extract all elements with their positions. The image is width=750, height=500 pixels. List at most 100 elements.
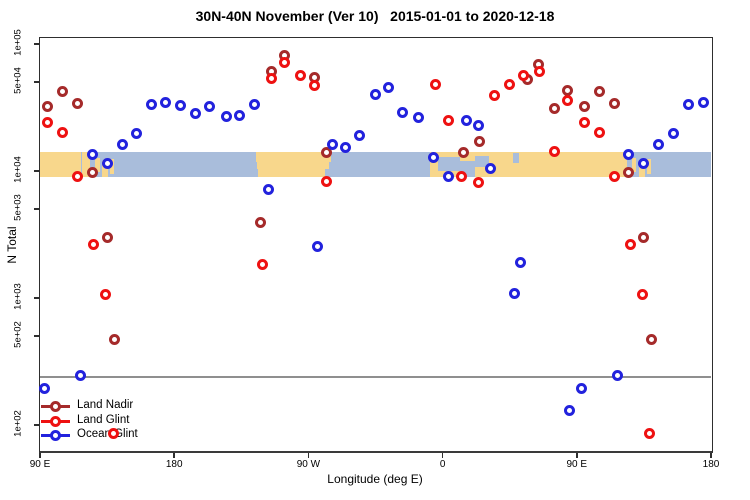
plot-area: Land Nadir Land Glint Ocean Glint — [38, 37, 713, 453]
map-band-land-segment — [101, 160, 108, 177]
data-point-ocean_glint — [86, 149, 98, 161]
data-point-ocean_glint — [396, 106, 408, 118]
map-band-land-segment — [95, 158, 100, 172]
data-point-ocean_glint — [220, 110, 232, 122]
data-point-ocean_glint — [131, 127, 143, 139]
map-band-land-segment — [256, 161, 330, 170]
chart-title: 30N-40N November (Ver 10) 2015-01-01 to … — [195, 8, 555, 24]
x-tick-mark — [576, 453, 578, 458]
data-point-ocean_glint — [683, 99, 695, 111]
legend-ring-symbol — [50, 401, 61, 412]
legend-ring-symbol — [50, 415, 61, 427]
data-point-ocean_glint — [353, 130, 365, 142]
data-point-land_glint — [608, 171, 620, 183]
data-point-land_nadir — [474, 136, 486, 148]
data-point-ocean_glint — [638, 157, 650, 169]
data-point-land_glint — [517, 70, 529, 82]
x-tick-label: 180 — [165, 459, 183, 470]
data-point-ocean_glint — [159, 96, 171, 108]
data-point-ocean_glint — [116, 138, 128, 150]
data-point-ocean_glint — [383, 81, 395, 93]
y-tick-mark — [34, 424, 39, 426]
data-point-ocean_glint — [262, 183, 274, 195]
x-tick-mark — [710, 453, 712, 458]
data-point-ocean_glint — [326, 138, 338, 150]
data-point-ocean_glint — [460, 115, 472, 127]
x-tick-mark — [173, 453, 175, 458]
data-point-ocean_glint — [413, 112, 425, 124]
data-point-land_nadir — [101, 231, 113, 243]
map-band-land-segment — [256, 152, 331, 162]
y-tick-mark — [34, 43, 39, 45]
data-point-land_glint — [56, 126, 68, 138]
data-point-ocean_glint — [514, 257, 526, 269]
x-tick-mark — [307, 453, 310, 458]
data-point-land_glint — [295, 69, 307, 81]
map-band-land-segment — [82, 152, 90, 177]
data-point-ocean_glint — [611, 370, 623, 382]
data-point-land_nadir — [320, 146, 332, 158]
data-point-ocean_glint — [101, 157, 113, 169]
data-point-land_nadir — [623, 166, 635, 178]
x-axis-label: Longitude (deg E) — [327, 472, 423, 486]
legend-ring-symbol — [50, 430, 61, 441]
map-band-ocean-patch — [438, 157, 461, 171]
data-point-land_nadir — [86, 166, 98, 178]
data-point-land_nadir — [578, 101, 590, 113]
x-tick-label: 90 E — [566, 459, 588, 470]
data-point-ocean_glint — [204, 101, 216, 113]
data-point-ocean_glint — [443, 171, 455, 183]
y-tick-label: 5e+04 — [12, 67, 24, 95]
data-point-land_glint — [107, 428, 119, 440]
data-point-land_glint — [71, 171, 83, 183]
data-point-land_glint — [443, 115, 455, 127]
data-point-land_nadir — [56, 86, 68, 98]
data-point-land_glint — [456, 171, 468, 183]
data-point-land_glint — [100, 288, 112, 300]
y-tick-label: 5e+02 — [12, 321, 24, 349]
data-point-land_glint — [88, 238, 100, 250]
y-tick-label: 1e+05 — [12, 29, 24, 56]
data-point-ocean_glint — [370, 88, 381, 100]
data-point-land_glint — [548, 146, 560, 158]
data-point-land_glint — [41, 116, 53, 128]
data-point-land_glint — [472, 177, 484, 189]
y-tick-mark — [34, 170, 39, 172]
legend-label: Land Nadir — [77, 399, 134, 411]
data-point-land_nadir — [638, 231, 650, 243]
data-point-ocean_glint — [234, 109, 246, 121]
data-point-land_nadir — [548, 102, 560, 114]
map-band-land-segment — [258, 169, 325, 177]
data-point-ocean_glint — [508, 287, 520, 299]
x-tick-mark — [39, 453, 41, 458]
data-point-land_nadir — [562, 84, 574, 96]
data-point-land_glint — [578, 116, 590, 128]
y-tick-label: 1e+03 — [12, 283, 24, 310]
data-point-ocean_glint — [311, 241, 323, 253]
data-point-land_glint — [534, 66, 546, 78]
data-point-ocean_glint — [146, 99, 158, 111]
data-point-ocean_glint — [575, 382, 587, 394]
data-point-ocean_glint — [428, 152, 440, 164]
data-point-land_glint — [308, 79, 320, 91]
data-point-land_glint — [644, 428, 656, 440]
data-point-ocean_glint — [38, 382, 50, 394]
data-point-land_glint — [279, 57, 291, 69]
data-point-land_glint — [624, 238, 636, 250]
data-point-land_glint — [636, 288, 648, 300]
data-point-land_nadir — [41, 101, 53, 113]
y-tick-mark — [34, 297, 39, 299]
y-tick-mark — [34, 335, 39, 337]
data-point-land_glint — [593, 126, 605, 138]
map-band-land-segment — [110, 159, 114, 175]
data-point-ocean_glint — [698, 96, 710, 108]
data-point-land_nadir — [71, 97, 83, 109]
y-tick-label: 1e+02 — [12, 410, 24, 437]
y-tick-mark — [34, 81, 39, 83]
map-band-ocean-patch — [512, 153, 519, 164]
data-point-ocean_glint — [249, 99, 261, 111]
data-point-ocean_glint — [653, 138, 665, 150]
data-point-land_glint — [256, 258, 268, 270]
data-point-land_glint — [320, 176, 332, 188]
data-point-ocean_glint — [340, 141, 352, 153]
